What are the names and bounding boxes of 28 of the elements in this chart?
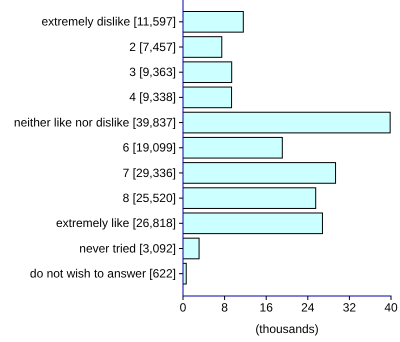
y-tick-label: 8 [25,520]	[122, 190, 176, 205]
bar	[182, 36, 222, 58]
y-tick-label: never tried [3,092]	[79, 241, 176, 256]
x-axis-title: (thousands)	[255, 322, 319, 336]
bar	[182, 61, 232, 84]
y-tick-label: extremely like [26,818]	[56, 216, 176, 230]
x-tick-label: 8	[221, 300, 228, 315]
bar	[182, 162, 336, 184]
y-tick-label: extremely dislike [11,597]	[41, 14, 176, 29]
x-tick-label: 40	[384, 300, 398, 315]
y-tick-label: 2 [7,457]	[129, 40, 176, 54]
y-tick-label: 4 [9,338]	[129, 90, 176, 104]
bar	[182, 112, 391, 134]
y-tick-label: 6 [19,099]	[122, 140, 176, 155]
bar	[182, 187, 316, 209]
x-tick-label: 32	[342, 300, 356, 315]
y-tick-label: 7 [29,336]	[122, 166, 176, 180]
bar	[182, 86, 232, 108]
x-tick-label: 0	[180, 300, 187, 315]
bar	[182, 238, 200, 260]
y-tick-label: 3 [9,363]	[129, 65, 176, 80]
y-tick-label: do not wish to answer [622]	[30, 266, 176, 281]
y-tick-label: neither like nor dislike [39,837]	[14, 115, 176, 130]
bar	[182, 11, 244, 33]
x-tick-label: 16	[260, 300, 274, 315]
bar	[182, 136, 283, 159]
bar	[182, 212, 323, 234]
x-tick-label: 24	[301, 300, 315, 315]
